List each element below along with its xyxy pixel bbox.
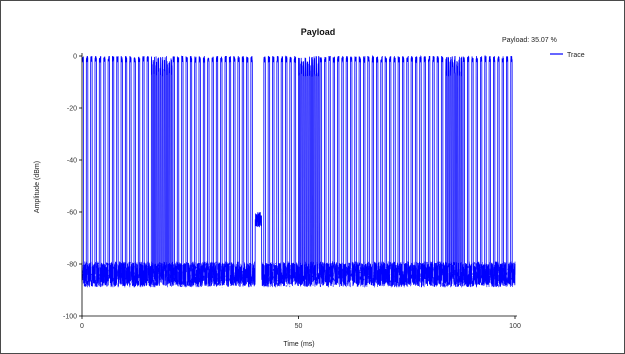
x-tick-label: 50 <box>295 323 303 330</box>
legend: Trace <box>550 52 585 59</box>
axes: 0 50 100 0 -20 -40 -60 -80 -100 <box>63 53 521 330</box>
y-tick-label: -80 <box>67 262 77 269</box>
y-ticks: 0 -20 -40 -60 -80 -100 <box>63 54 82 321</box>
payload-annotation: Payload: 35.07 % <box>502 37 557 44</box>
y-tick-label: -60 <box>67 210 77 217</box>
x-tick-label: 0 <box>80 323 84 330</box>
x-axis-title: Time (ms) <box>283 341 314 348</box>
legend-label-trace: Trace <box>567 52 585 59</box>
y-tick-label: -100 <box>63 314 77 321</box>
y-tick-label: -40 <box>67 158 77 165</box>
y-axis-title: Amplitude (dBm) <box>34 161 41 213</box>
y-tick-label: -20 <box>67 106 77 113</box>
y-tick-label: 0 <box>73 54 77 61</box>
series-trace <box>81 54 516 287</box>
x-tick-label: 100 <box>509 323 521 330</box>
plot-area <box>81 54 516 288</box>
chart-title: Payload <box>301 27 336 37</box>
x-ticks: 0 50 100 <box>80 316 521 330</box>
